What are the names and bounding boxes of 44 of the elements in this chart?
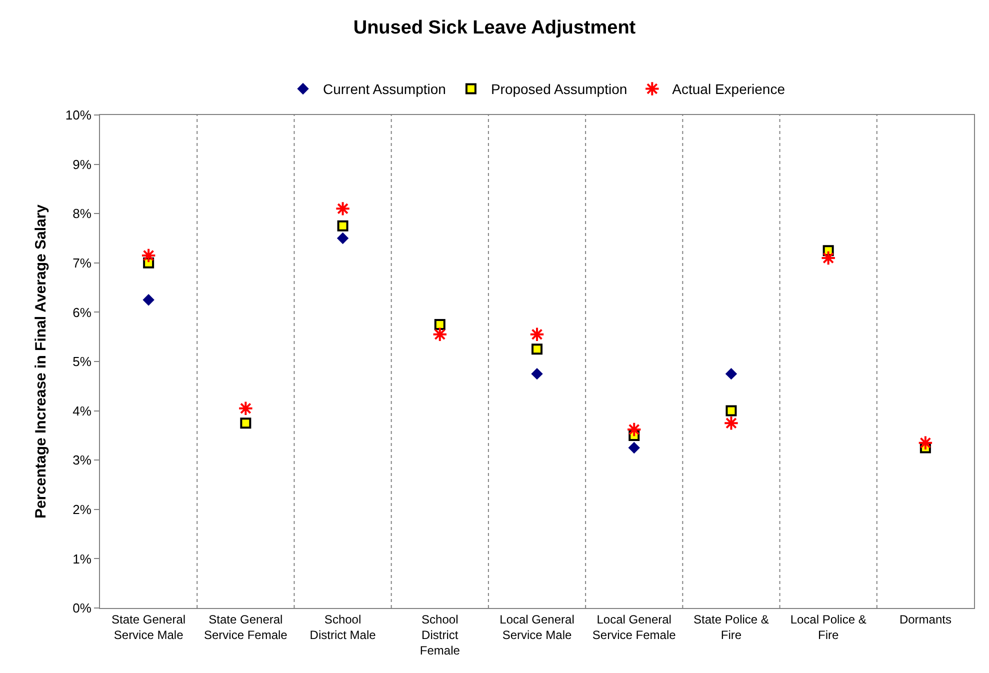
y-tick-label: 9% [72, 156, 92, 172]
point [432, 326, 448, 342]
point [240, 418, 252, 429]
x-tick-label: Local Police & Fire [790, 612, 866, 642]
x-tick-label: Local General Service Male [500, 612, 574, 642]
point [626, 422, 642, 438]
y-tick-label: 6% [72, 304, 92, 320]
legend-label: Proposed Assumption [490, 81, 628, 98]
point [532, 344, 542, 355]
legend-label: Current Assumption [323, 81, 446, 98]
y-tick-label: 5% [72, 354, 92, 370]
legend-label: Actual Experience [672, 81, 786, 98]
point [820, 250, 836, 266]
x-tick-label: Local General Service Female [592, 612, 676, 642]
x-tick-label: School District Female [420, 612, 460, 658]
point [531, 368, 543, 380]
x-tick-label: Dormants [899, 612, 952, 626]
point [336, 232, 349, 244]
point [918, 435, 934, 450]
y-tick-label: 2% [72, 502, 92, 517]
point [337, 220, 348, 232]
y-axis-title: Percentage Increase in Final Average Salary [32, 204, 50, 519]
chart-title: Unused Sick Leave Adjustment [353, 17, 636, 38]
point [238, 400, 254, 416]
x-tick-label: State General Service Female [204, 612, 288, 642]
x-tick-label: School District Male [310, 612, 376, 642]
point [724, 416, 739, 431]
y-tick-label: 0% [72, 600, 92, 616]
point [335, 201, 350, 216]
point [140, 248, 156, 264]
point [725, 368, 738, 380]
y-tick-label: 1% [72, 551, 92, 566]
y-tick-label: 3% [72, 452, 92, 468]
point [434, 319, 446, 330]
x-tick-label: State General Service Male [112, 612, 186, 642]
x-tick-label: State Police & Fire [694, 612, 769, 642]
point [726, 405, 737, 416]
point [628, 442, 640, 454]
y-tick-label: 10% [65, 108, 92, 123]
point [529, 326, 545, 342]
y-tick-label: 7% [72, 255, 92, 270]
point [142, 294, 154, 306]
y-tick-label: 4% [72, 403, 92, 418]
y-tick-label: 8% [72, 206, 92, 222]
